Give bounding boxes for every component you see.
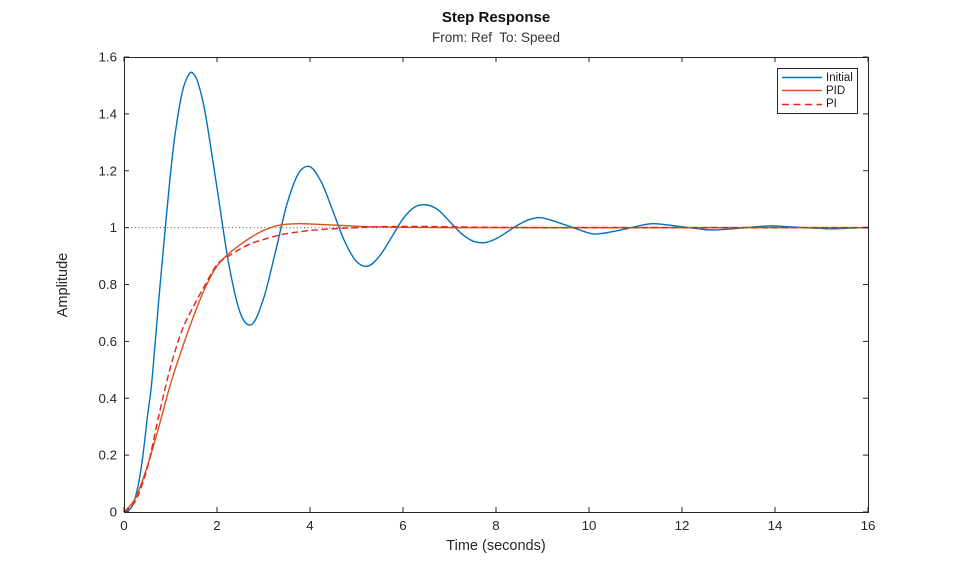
x-axis-label: Time (seconds): [446, 538, 546, 554]
legend-line-initial-icon: [782, 76, 822, 79]
series-pid: [123, 222, 868, 513]
legend-line-pi-icon: [782, 103, 822, 106]
legend-label-pi: PI: [826, 98, 837, 111]
legend-entry-pi: PI: [782, 98, 855, 110]
y-tick-label: 1.2: [99, 163, 118, 178]
series-initial: [123, 71, 869, 513]
x-tick-label: 12: [675, 518, 690, 533]
y-tick-label: 0: [110, 505, 117, 520]
plot-title: Step Response: [441, 9, 551, 26]
legend: Initial PID PI: [777, 68, 858, 114]
x-tick-label: 4: [306, 518, 313, 533]
x-tick-label: 8: [492, 518, 499, 533]
y-tick-label: 0.6: [99, 334, 118, 349]
x-tick-label: 10: [582, 518, 597, 533]
legend-label-initial: Initial: [826, 71, 853, 84]
x-tick-label: 2: [213, 518, 220, 533]
legend-entry-initial: Initial: [782, 72, 855, 84]
legend-label-pid: PID: [826, 84, 846, 97]
y-tick-label: 0.2: [99, 448, 118, 463]
y-tick-label: 1: [110, 220, 117, 235]
legend-entry-pid: PID: [782, 85, 855, 97]
x-tick-label: 0: [120, 518, 127, 533]
axes-box: [124, 57, 869, 513]
y-tick-label: 1.4: [99, 106, 118, 121]
y-tick-label: 0.8: [99, 277, 118, 292]
series-pi: [123, 225, 868, 513]
legend-line-pid-icon: [782, 90, 822, 92]
x-tick-label: 16: [861, 518, 876, 533]
plot-subtitle: From: Ref To: Speed: [431, 30, 561, 45]
y-tick-label: 0.4: [99, 391, 118, 406]
y-tick-label: 1.6: [99, 50, 118, 65]
x-tick-label: 6: [399, 518, 406, 533]
x-tick-label: 14: [768, 518, 783, 533]
